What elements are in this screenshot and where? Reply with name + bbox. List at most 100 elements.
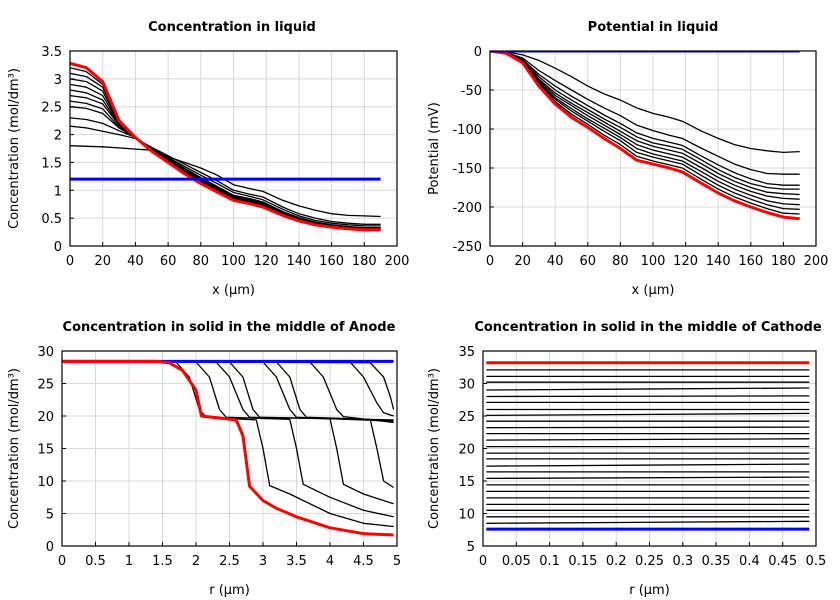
x-tick-label: 0 <box>66 254 74 269</box>
series-line <box>62 360 394 424</box>
chart-title: Concentration in solid in the middle of … <box>474 320 822 335</box>
chart-title: Potential in liquid <box>588 20 719 35</box>
x-tick-label: 180 <box>352 254 377 269</box>
y-tick-label: 25 <box>37 378 54 393</box>
x-tick-label: 40 <box>127 254 144 269</box>
x-tick-label: 0.4 <box>739 554 760 569</box>
x-tick-label: 0 <box>486 254 494 269</box>
x-tick-label: 60 <box>160 254 177 269</box>
x-tick-label: 100 <box>641 254 666 269</box>
y-tick-label: 20 <box>37 410 54 425</box>
x-tick-label: 140 <box>706 254 731 269</box>
chart-title: Concentration in liquid <box>148 20 316 35</box>
series-line <box>62 360 394 421</box>
series-line <box>486 463 810 467</box>
y-tick-label: 2 <box>54 129 62 144</box>
series-group <box>62 359 395 537</box>
y-tick-label: 25 <box>458 410 475 425</box>
x-tick-label: 120 <box>673 254 698 269</box>
x-tick-label: 40 <box>547 254 564 269</box>
x-tick-label: 3.5 <box>286 554 307 569</box>
series-line <box>70 78 381 230</box>
y-tick-label: -150 <box>452 162 482 177</box>
series-line <box>62 360 394 489</box>
x-tick-label: 200 <box>385 254 410 269</box>
y-tick-label: 5 <box>46 508 54 523</box>
series-line <box>62 360 394 422</box>
y-axis-label: Concentration (mol/dm³) <box>427 368 442 529</box>
x-tick-label: 0.1 <box>539 554 560 569</box>
y-tick-label: 3 <box>54 73 62 88</box>
series-line <box>490 51 800 210</box>
x-tick-label: 0.15 <box>568 554 597 569</box>
y-tick-label: 1.5 <box>41 156 62 171</box>
y-tick-label: 15 <box>37 443 54 458</box>
x-tick-label: 140 <box>286 254 311 269</box>
subplot-4: 0 0.05 0.1 0.15 0.2 0.25 0.3 0.35 0.4 0.45 0.5 5 10 1… <box>427 320 826 598</box>
x-tick-label: 0.35 <box>702 554 731 569</box>
series-line <box>490 51 800 200</box>
series-line <box>62 360 394 505</box>
x-tick-label: 180 <box>771 254 796 269</box>
x-tick-label: 80 <box>612 254 629 269</box>
series-group <box>490 51 800 221</box>
series-line <box>70 145 381 218</box>
series-line <box>62 360 394 417</box>
x-axis-label: x (µm) <box>212 283 255 298</box>
series-line-red <box>70 61 381 232</box>
series-line <box>490 51 800 186</box>
y-axis-label: Potential (mV) <box>427 102 442 195</box>
y-tick-label: 30 <box>37 345 54 360</box>
plot-frame <box>69 50 398 247</box>
y-tick-label: -200 <box>452 201 482 216</box>
x-tick-label: 20 <box>94 254 111 269</box>
x-tick-label: 2.5 <box>219 554 240 569</box>
plot-frame <box>61 350 398 547</box>
plot-frame <box>489 50 817 247</box>
chart-title: Concentration in solid in the middle of … <box>63 320 396 335</box>
y-tick-label: 15 <box>458 475 475 490</box>
y-tick-label: 1 <box>54 184 62 199</box>
y-tick-label: 0 <box>54 240 62 255</box>
x-tick-label: 5 <box>393 554 401 569</box>
x-tick-label: 0.45 <box>768 554 797 569</box>
series-line <box>70 89 381 230</box>
series-line <box>486 520 810 524</box>
x-tick-label: 0 <box>479 554 487 569</box>
y-tick-label: 10 <box>37 475 54 490</box>
x-tick-label: 200 <box>804 254 829 269</box>
y-tick-label: 3.5 <box>41 45 62 60</box>
series-line-red <box>490 51 800 221</box>
series-line <box>486 412 810 417</box>
series-line-red <box>62 359 394 537</box>
x-tick-label: 0.25 <box>635 554 664 569</box>
series-line <box>486 395 810 398</box>
series-line <box>490 51 800 206</box>
series-group <box>486 361 810 531</box>
y-tick-label: 0 <box>46 540 54 555</box>
y-tick-label: 2.5 <box>41 101 62 116</box>
x-tick-label: 1 <box>125 554 133 569</box>
series-line <box>70 72 381 230</box>
x-tick-label: 3 <box>259 554 267 569</box>
y-tick-label: -100 <box>452 123 482 138</box>
y-axis-label: Concentration (mol/dm³) <box>7 68 22 229</box>
x-tick-label: 0.3 <box>672 554 693 569</box>
y-tick-label: -250 <box>452 240 482 255</box>
x-tick-label: 80 <box>193 254 210 269</box>
series-line <box>486 476 810 480</box>
series-line <box>490 51 800 196</box>
x-tick-label: 1.5 <box>152 554 173 569</box>
x-tick-label: 100 <box>221 254 246 269</box>
x-tick-label: 160 <box>319 254 344 269</box>
y-tick-label: 20 <box>458 443 475 458</box>
y-tick-label: 35 <box>458 345 475 360</box>
x-tick-label: 160 <box>738 254 763 269</box>
series-line <box>62 360 394 528</box>
y-tick-label: 30 <box>458 378 475 393</box>
x-tick-label: 20 <box>514 254 531 269</box>
series-line <box>490 51 800 154</box>
series-line <box>62 360 394 518</box>
y-tick-label: 5 <box>467 540 475 555</box>
